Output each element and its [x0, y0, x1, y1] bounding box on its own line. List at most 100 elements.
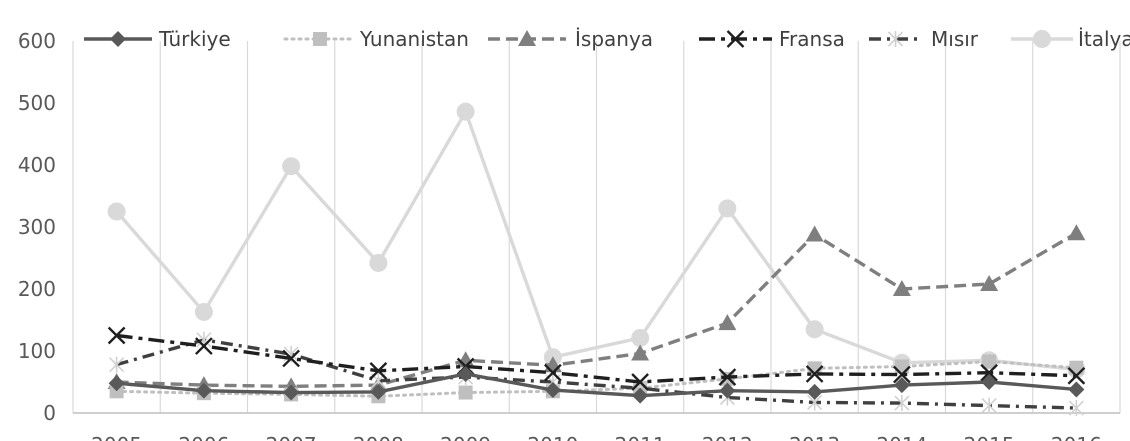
- data-point: [718, 368, 737, 386]
- x-tick-label: 2012: [702, 433, 753, 441]
- axes: 0 100 200 300 400 500 600 2005 2006 2007 2008 2009 2…: [18, 29, 1120, 441]
- x-tick-label: 2005: [91, 433, 142, 441]
- series-line: [116, 333, 1077, 384]
- data-point: [1067, 224, 1086, 241]
- legend: Türkiye Yunanistan İspanya Fransa Mısır İtaly…: [84, 27, 1130, 51]
- data-point: [283, 384, 300, 401]
- legend-marker: [1033, 30, 1051, 48]
- x-tick-label: 2011: [615, 433, 666, 441]
- legend-label: İspanya: [575, 27, 653, 51]
- data-point: [282, 157, 301, 176]
- marker-stroke: [980, 363, 998, 382]
- x-tick-label: 2014: [876, 433, 927, 441]
- data-point: [108, 375, 125, 392]
- x-tick-label: 2007: [266, 433, 317, 441]
- data-point: [195, 382, 212, 399]
- x-tick-label: 2015: [964, 433, 1015, 441]
- data-point: [718, 314, 737, 331]
- data-point: [107, 326, 126, 345]
- data-point: [369, 253, 388, 272]
- data-point: [805, 225, 824, 242]
- data-point: [805, 320, 824, 339]
- legend-item-turkiye: Türkiye: [84, 27, 231, 51]
- data-point: [981, 374, 998, 390]
- data-point: [892, 280, 911, 296]
- series-lines: [107, 102, 1086, 417]
- marker-stroke: [893, 365, 911, 384]
- y-tick-label: 0: [43, 401, 56, 425]
- legend-marker: [887, 31, 904, 47]
- data-point: [109, 384, 124, 399]
- x-tick-label: 2016: [1051, 433, 1102, 441]
- legend-label: Fransa: [779, 27, 845, 51]
- data-point: [457, 365, 474, 382]
- x-tick-label: 2010: [527, 433, 578, 441]
- data-point: [981, 397, 997, 414]
- x-tick-label: 2013: [789, 433, 840, 441]
- legend-label: Yunanistan: [359, 27, 469, 51]
- data-point: [893, 377, 910, 394]
- series-line: [115, 109, 1077, 372]
- data-point: [980, 275, 999, 292]
- marker-stroke: [282, 349, 300, 368]
- marker-stroke: [718, 368, 737, 386]
- marker-stroke: [107, 326, 126, 345]
- x-tick-label: 2006: [178, 433, 229, 441]
- x-tick-label: 2009: [440, 433, 491, 441]
- data-point: [894, 359, 909, 374]
- data-point: [1068, 381, 1085, 398]
- legend-item-misir: Mısır: [869, 27, 979, 51]
- data-point: [456, 102, 475, 121]
- y-tick-label: 500: [18, 91, 56, 115]
- data-point: [282, 349, 300, 368]
- data-point: [894, 395, 910, 412]
- data-point: [631, 328, 650, 347]
- legend-label: İtalya: [1078, 27, 1130, 51]
- data-point: [544, 363, 562, 382]
- series-line: [115, 360, 1078, 398]
- legend-item-fransa: Fransa: [699, 27, 845, 51]
- legend-item-ispanya: İspanya: [488, 27, 653, 51]
- y-tick-label: 300: [18, 215, 56, 239]
- legend-marker: [518, 30, 536, 46]
- data-point: [806, 383, 823, 400]
- data-point: [980, 363, 998, 382]
- data-point: [1068, 400, 1084, 417]
- legend-item-yunanistan: Yunanistan: [283, 27, 469, 51]
- data-point: [631, 344, 650, 361]
- data-point: [109, 356, 125, 373]
- marker-stroke: [544, 363, 562, 382]
- legend-label: Türkiye: [158, 27, 231, 51]
- data-point: [1067, 366, 1086, 385]
- legend-marker: [110, 31, 126, 47]
- marker-stroke: [726, 30, 745, 48]
- data-point: [369, 361, 388, 380]
- marker-stroke: [631, 373, 649, 391]
- legend-marker: [313, 32, 327, 46]
- series-line: [116, 372, 1077, 398]
- data-point: [893, 365, 911, 384]
- x-tick-label: 2008: [353, 433, 404, 441]
- marker-stroke: [195, 337, 213, 355]
- data-point: [719, 382, 736, 399]
- data-point: [805, 365, 824, 383]
- data-point: [631, 373, 649, 391]
- data-point: [1069, 360, 1084, 375]
- y-tick-label: 200: [18, 277, 56, 301]
- legend-item-italya: İtalya: [1011, 27, 1130, 51]
- marker-stroke: [1067, 366, 1086, 385]
- data-point: [544, 382, 561, 399]
- data-point: [107, 202, 126, 221]
- data-point: [718, 199, 737, 218]
- data-point: [458, 385, 473, 400]
- y-tick-label: 100: [18, 339, 56, 363]
- data-point: [194, 302, 213, 321]
- series-italya: [107, 102, 1086, 379]
- legend-marker: [726, 30, 745, 48]
- legend-label: Mısır: [931, 27, 979, 51]
- data-point: [195, 337, 213, 355]
- series-turkiye: [108, 365, 1085, 404]
- data-point: [370, 383, 387, 400]
